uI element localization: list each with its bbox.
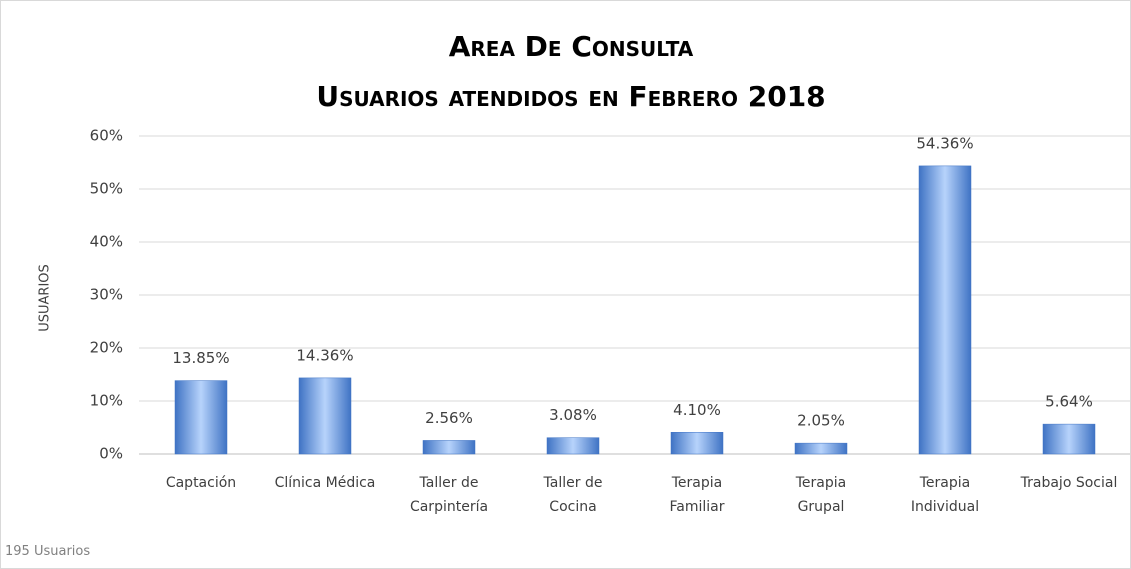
data-label: 13.85% <box>172 349 229 367</box>
x-tick-label: Taller de Carpintería <box>409 475 489 515</box>
bar <box>546 437 600 455</box>
x-tick-label: Clínica Médica <box>274 475 376 491</box>
x-tick-label: Captación <box>165 475 237 491</box>
x-tick-label: Taller de Cocina <box>543 475 603 515</box>
x-tick-label: Terapia Individual <box>910 475 980 515</box>
bar <box>1042 423 1096 455</box>
y-tick-label: 60% <box>90 127 123 145</box>
data-label: 14.36% <box>296 346 353 364</box>
bar <box>794 442 848 455</box>
y-tick-label: 10% <box>90 392 123 410</box>
annotation: 195 Usuarios <box>5 544 91 559</box>
x-tick-label: Terapia Grupal <box>795 475 847 515</box>
data-label: 4.10% <box>673 401 721 419</box>
x-tick-label: Trabajo Social <box>1020 475 1118 491</box>
bar <box>670 432 724 455</box>
y-tick-label: 0% <box>99 445 123 463</box>
chart-subtitle: Usuarios atendidos en Febrero 2018 <box>316 80 825 113</box>
data-label: 54.36% <box>916 134 973 152</box>
bar <box>298 377 352 455</box>
y-tick-label: 30% <box>90 286 123 304</box>
bar <box>174 380 228 455</box>
data-label: 2.56% <box>425 409 473 427</box>
bar <box>422 440 476 455</box>
y-tick-label: 20% <box>90 339 123 357</box>
y-tick-label: 50% <box>90 180 123 198</box>
y-tick-label: 40% <box>90 233 123 251</box>
x-tick-label: Terapia Familiar <box>669 475 725 515</box>
bar <box>918 165 972 455</box>
data-label: 5.64% <box>1045 393 1093 411</box>
chart-title: Area De Consulta <box>449 30 694 63</box>
data-label: 3.08% <box>549 406 597 424</box>
data-label: 2.05% <box>797 412 845 430</box>
y-axis-label: USUARIOS <box>38 264 53 332</box>
